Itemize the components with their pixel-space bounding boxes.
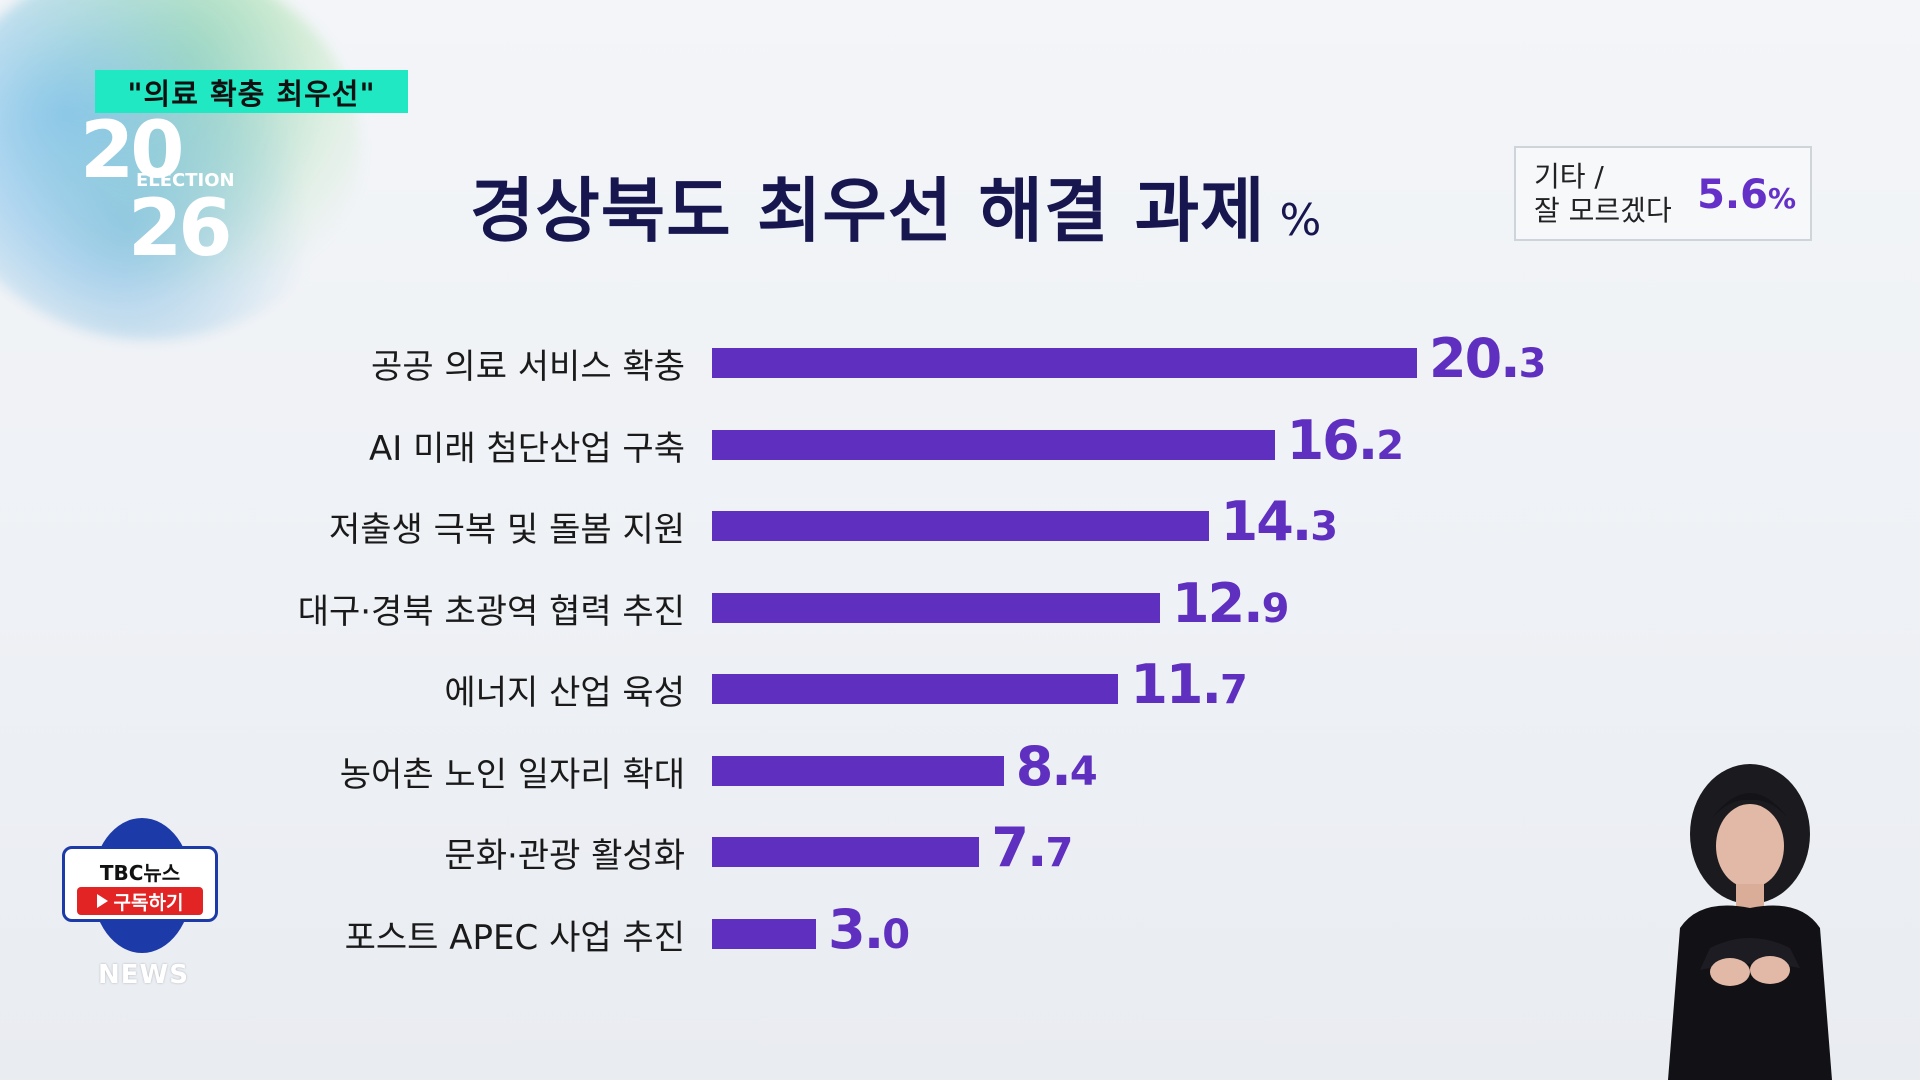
value-label: 7.7 bbox=[991, 816, 1073, 879]
logo-year-top: 20 bbox=[80, 106, 185, 196]
category-label: 포스트 APEC 사업 추진 bbox=[344, 917, 685, 958]
chart-title-text: 경상북도 최우선 해결 과제 bbox=[470, 170, 1266, 252]
value-label: 20.3 bbox=[1429, 327, 1547, 390]
category-label: AI 미래 첨단산업 구축 bbox=[369, 428, 685, 469]
other-value: 5.6% bbox=[1697, 172, 1796, 218]
bar bbox=[712, 755, 1004, 786]
other-response-box: 기타 / 잘 모르겠다 5.6% bbox=[1514, 146, 1812, 241]
subscribe-badge[interactable]: TBC뉴스 구독하기 bbox=[62, 846, 218, 922]
logo-election-text: ELECTION bbox=[136, 170, 235, 191]
category-label: 농어촌 노인 일자리 확대 bbox=[339, 754, 685, 795]
chart-title: 경상북도 최우선 해결 과제% bbox=[470, 155, 1322, 256]
bar bbox=[712, 429, 1275, 460]
chart-unit: % bbox=[1279, 195, 1323, 246]
bar bbox=[712, 837, 980, 867]
play-icon bbox=[96, 894, 108, 908]
bar bbox=[712, 511, 1209, 541]
other-value-number: 5.6 bbox=[1697, 172, 1768, 218]
value-label: 3.0 bbox=[828, 897, 910, 961]
logo-year-bottom: 26 bbox=[128, 184, 233, 274]
category-label: 저출생 극복 및 돌봄 지원 bbox=[328, 510, 685, 550]
election-2026-logo: 20 ELECTION 26 bbox=[80, 112, 250, 272]
subscribe-button[interactable]: 구독하기 bbox=[77, 887, 203, 915]
category-label: 공공 의료 서비스 확충 bbox=[371, 347, 685, 387]
value-label: 16.2 bbox=[1286, 408, 1405, 472]
value-label: 12.9 bbox=[1172, 571, 1290, 635]
value-label: 11.7 bbox=[1130, 653, 1248, 716]
bar bbox=[712, 348, 1417, 378]
category-label: 에너지 산업 육성 bbox=[444, 673, 685, 713]
category-label: 문화·관광 활성화 bbox=[444, 836, 685, 876]
other-label-line1: 기타 / bbox=[1534, 160, 1604, 193]
value-label: 14.3 bbox=[1220, 490, 1339, 553]
value-label: 8.4 bbox=[1015, 734, 1098, 798]
headline-tag: "의료 확충 최우선" bbox=[95, 70, 408, 113]
news-label: NEWS bbox=[98, 960, 189, 990]
bar bbox=[712, 592, 1160, 623]
other-label-line2: 잘 모르겠다 bbox=[1534, 194, 1672, 227]
sign-language-interpreter bbox=[1668, 764, 1832, 1080]
channel-name: TBC뉴스 bbox=[99, 861, 181, 885]
bar bbox=[712, 674, 1119, 704]
subscribe-label: 구독하기 bbox=[113, 891, 184, 914]
bar bbox=[712, 918, 817, 949]
other-label: 기타 / 잘 모르겠다 bbox=[1534, 160, 1672, 228]
other-value-unit: % bbox=[1767, 182, 1796, 215]
category-label: 대구·경북 초광역 협력 추진 bbox=[297, 591, 685, 632]
